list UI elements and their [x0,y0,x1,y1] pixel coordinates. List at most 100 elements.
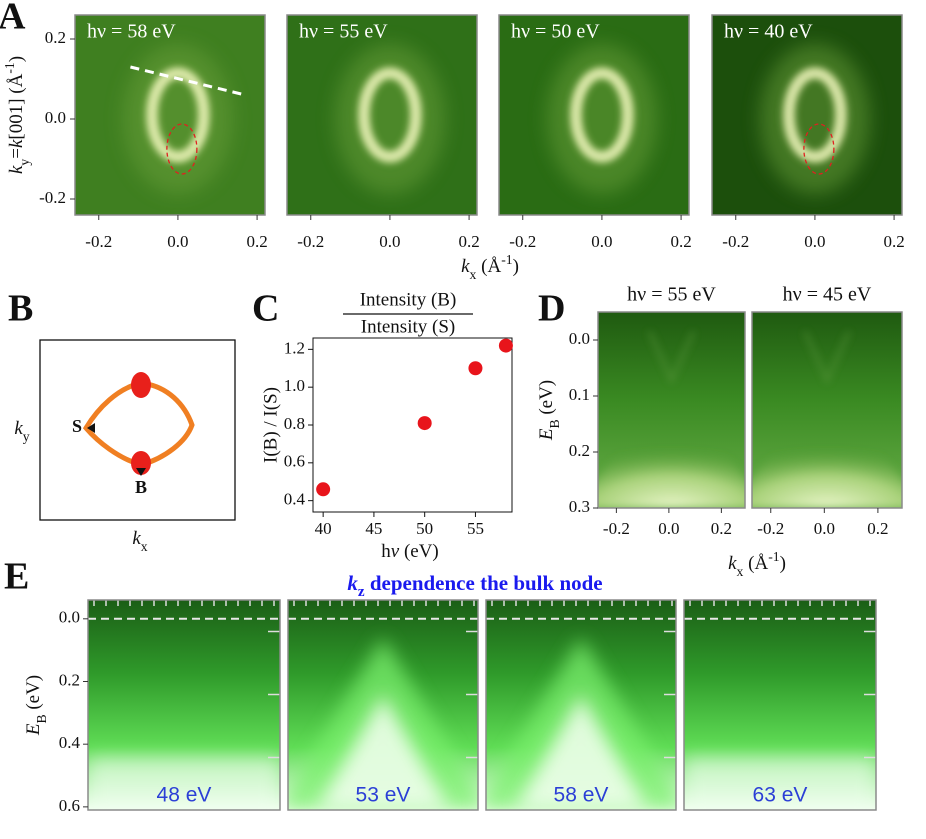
data-point [316,482,331,497]
label-part: -1 [2,62,17,74]
title-numerator: Intensity (B) [360,289,457,310]
spectrum-image [288,600,478,810]
x-tick-label: 0.2 [458,232,479,251]
image-haze [334,44,445,194]
image-title: hν = 45 eV [783,284,872,306]
panel-letter: E [4,556,29,598]
intensity-ring [150,71,206,159]
image-frame [751,311,903,509]
label-part: dependence the bulk node [365,571,603,595]
x-tick-label: 0.0 [814,519,835,538]
label-part: B [547,419,562,428]
image-title: hν = 55 eV [299,21,388,43]
plot-frame [312,337,513,513]
label-part: y [17,159,32,166]
data-point [498,338,513,353]
x-tick-label: 0.0 [591,232,612,251]
x-tick-label: 50 [416,519,433,538]
label-part: (eV) [399,541,439,562]
x-tick-label: 0.2 [867,519,888,538]
image-frame [87,599,281,811]
panel-letter: C [252,288,279,330]
label-part: k [461,256,470,277]
panel-letter: B [8,288,33,330]
band-dome [752,429,902,508]
panel-title: kz dependence the bulk node [347,571,602,601]
spectrum-image [598,312,745,508]
label-part: x [737,564,744,579]
image-title: hν = 50 eV [511,21,600,43]
y-tick-label: -0.2 [39,188,66,207]
label-part: k [6,139,27,148]
label-part: = [6,148,27,159]
x-tick-label: -0.2 [509,232,536,251]
panel-letter: D [538,288,565,330]
x-tick-label: -0.2 [603,519,630,538]
label-part: z [358,584,365,600]
image-title: hν = 58 eV [87,21,176,43]
x-tick-label: -0.2 [757,519,784,538]
spectrum-image [712,15,902,215]
y-tick-label: 0.4 [59,733,81,752]
intensity-ring [362,71,418,159]
title-denominator: Intensity (S) [361,316,455,337]
image-frame [597,311,746,509]
y-tick-label: 0.6 [59,796,80,815]
label-part: h [381,541,391,562]
node-dot [131,451,151,475]
spectrum-image [75,15,265,215]
x-tick-label: 0.0 [167,232,188,251]
y-tick-label: 0.2 [59,670,80,689]
image-frame [286,14,478,216]
label-part: B [34,714,49,723]
y-axis-label: ky [14,418,29,443]
band-dome [598,429,745,508]
label-part: E [23,723,44,736]
y-tick-label: 0.1 [569,385,590,404]
x-axis-label: kx (Å-1) [728,549,786,579]
image-caption: 53 eV [356,784,411,807]
cone [648,330,695,385]
spectrum-image [88,600,280,810]
marker [87,423,95,433]
label-part: ν [391,541,400,562]
marker [136,468,146,476]
x-tick-label: 0.0 [379,232,400,251]
x-tick-label: 0.2 [711,519,732,538]
image-title: hν = 55 eV [627,284,716,306]
point-label: B [135,477,147,497]
intensity-ring [574,71,630,159]
image-haze [122,44,233,194]
label-part: k [14,418,23,439]
label-part: x [141,539,148,554]
y-tick-label: 0.3 [569,497,590,516]
spectrum-image [486,600,676,810]
label-part: ) [6,56,27,62]
image-caption: 48 eV [157,784,212,807]
x-axis-label: hν (eV) [381,541,439,562]
bottom-glow [88,757,280,810]
x-tick-label: 0.0 [658,519,679,538]
y-tick-label: 1.0 [284,376,305,395]
label-part: (Å [743,553,768,574]
image-caption: 58 eV [554,784,609,807]
label-part: x [470,267,477,282]
cut-line [130,65,246,97]
label-part: k [728,553,737,574]
label-part: ) [780,553,786,574]
x-tick-label: 45 [365,519,382,538]
y-axis-label: ky=k[001] (Å-1) [2,56,32,174]
y-axis-label: EB (eV) [536,380,561,441]
spectrum-image [499,15,689,215]
label-part: ) [513,256,519,277]
cone-core [316,694,450,810]
image-frame [498,14,690,216]
image-haze [546,44,657,194]
y-tick-label: 0.0 [45,108,66,127]
point-label: S [72,416,82,436]
x-tick-label: 55 [467,519,484,538]
x-tick-label: -0.2 [722,232,749,251]
y-tick-label: 0.0 [59,608,80,627]
label-part: -1 [501,252,513,267]
node-outline [166,123,198,175]
